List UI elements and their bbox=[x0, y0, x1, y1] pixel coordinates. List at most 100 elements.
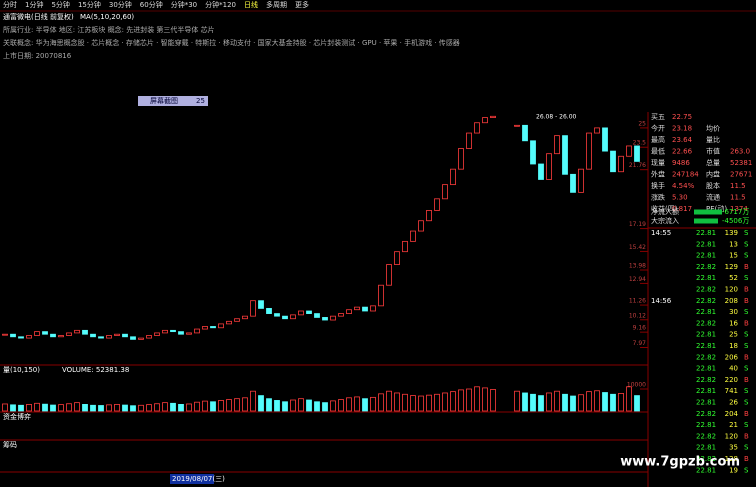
toolbar-tab[interactable]: 更多 bbox=[295, 0, 309, 9]
volume-bar bbox=[170, 402, 176, 412]
volume-bar bbox=[90, 404, 96, 412]
trade-side: S bbox=[744, 331, 749, 339]
quote-cell: 股本 bbox=[706, 181, 720, 190]
trade-side: S bbox=[744, 444, 749, 452]
info-row: 所属行业: 半导体 地区: 江苏板块 概念: 先进封装 第三代半导体 芯片 bbox=[3, 25, 215, 34]
flow-bar bbox=[694, 209, 722, 215]
candle bbox=[538, 163, 544, 180]
watermark: www.7gpzb.com bbox=[620, 455, 740, 470]
volume-bar bbox=[346, 397, 352, 412]
volume-bar bbox=[538, 395, 544, 412]
toolbar-tab[interactable]: 分钟*30 bbox=[171, 0, 197, 9]
candle bbox=[322, 317, 328, 321]
volume-bar bbox=[418, 395, 424, 412]
quote-cell: 均价 bbox=[706, 124, 720, 133]
toolbar-tab[interactable]: 15分钟 bbox=[78, 0, 101, 9]
candle bbox=[450, 168, 456, 186]
trade-vol: 18 bbox=[729, 342, 738, 350]
trade-price: 22.81 bbox=[696, 308, 716, 316]
trade-side: S bbox=[744, 421, 749, 429]
quote-cell: 5.30 bbox=[672, 194, 688, 202]
quote-cell: 市值 bbox=[706, 147, 720, 156]
quote-cell: 4.54% bbox=[672, 182, 695, 190]
trade-vol: 30 bbox=[729, 308, 738, 316]
candle bbox=[474, 122, 480, 134]
quote-cell: 现量 bbox=[651, 159, 665, 167]
trade-vol: 13 bbox=[729, 240, 738, 248]
candle bbox=[562, 135, 568, 175]
toolbar-tab[interactable]: 30分钟 bbox=[109, 0, 132, 9]
toolbar-tab[interactable]: 分时 bbox=[3, 0, 17, 9]
candle bbox=[106, 335, 112, 339]
trade-side: S bbox=[744, 274, 749, 282]
trade-price: 22.82 bbox=[696, 263, 716, 271]
toolbar-tab[interactable]: 5分钟 bbox=[51, 0, 69, 9]
candle bbox=[442, 184, 448, 200]
y-tick-label: 15.42 bbox=[629, 244, 646, 251]
panel-title: 资金博弈 bbox=[3, 412, 31, 421]
candle bbox=[130, 336, 136, 340]
trade-side: S bbox=[744, 399, 749, 407]
volume-bar bbox=[402, 393, 408, 412]
trade-price: 22.81 bbox=[696, 466, 716, 474]
volume-bar bbox=[338, 399, 344, 412]
candle bbox=[514, 124, 520, 127]
candle bbox=[178, 331, 184, 335]
candle bbox=[58, 335, 64, 338]
quote-cell: 1374 bbox=[730, 205, 748, 213]
candle bbox=[618, 155, 624, 173]
quote-cell: 23.64 bbox=[672, 136, 693, 144]
quote-cell: 外盘 bbox=[651, 170, 665, 179]
trade-vol: 40 bbox=[729, 365, 738, 373]
trade-price: 22.82 bbox=[696, 376, 716, 384]
trade-vol: 16 bbox=[729, 319, 738, 327]
candle bbox=[90, 333, 96, 338]
volume-bar bbox=[426, 394, 432, 412]
candle bbox=[482, 117, 488, 124]
candle bbox=[98, 336, 104, 339]
volume-bar bbox=[562, 393, 568, 412]
trade-vol: 19 bbox=[729, 466, 738, 474]
toolbar-tab[interactable]: 60分钟 bbox=[140, 0, 163, 9]
candle bbox=[162, 329, 168, 334]
trade-vol: 204 bbox=[725, 410, 739, 418]
trade-side: B bbox=[744, 297, 749, 305]
volume-bar bbox=[298, 398, 304, 412]
volume-bar bbox=[434, 393, 440, 412]
quote-cell: 总量 bbox=[706, 158, 720, 167]
volume-bar bbox=[450, 391, 456, 412]
volume-bar bbox=[106, 404, 112, 412]
volume-bar bbox=[362, 398, 368, 412]
trade-side: S bbox=[744, 466, 749, 474]
quote-cell: 23.18 bbox=[672, 125, 692, 133]
toolbar-tab[interactable]: 1分钟 bbox=[25, 0, 43, 9]
y-tick-label: 17.19 bbox=[629, 221, 646, 228]
candle bbox=[346, 309, 352, 314]
quote-cell: 涨跌 bbox=[651, 193, 665, 202]
volume-bar bbox=[130, 405, 136, 412]
candle bbox=[586, 132, 592, 170]
volume-bar bbox=[74, 402, 80, 412]
y-tick-label: 13.98 bbox=[629, 262, 646, 269]
volume-bar bbox=[386, 390, 392, 412]
candle bbox=[434, 198, 440, 211]
toolbar-tab[interactable]: 日线 bbox=[244, 0, 258, 9]
trade-side: B bbox=[744, 376, 749, 384]
candle bbox=[282, 315, 288, 320]
volume-bar bbox=[610, 393, 616, 412]
volume-bar bbox=[594, 390, 600, 412]
toolbar-tab[interactable]: 多周期 bbox=[266, 0, 287, 9]
screenshot-tag: 屏幕截图 bbox=[150, 96, 178, 105]
y-tick-label: 12.94 bbox=[629, 276, 646, 283]
candle bbox=[26, 335, 32, 339]
trade-side: S bbox=[744, 387, 749, 395]
toolbar-tab[interactable]: 分钟*120 bbox=[205, 0, 236, 9]
candle bbox=[570, 173, 576, 193]
trade-vol: 52 bbox=[729, 274, 738, 282]
quote-cell: 11.5 bbox=[730, 182, 746, 190]
trade-vol: 208 bbox=[725, 297, 738, 305]
candle bbox=[242, 315, 248, 320]
candle bbox=[202, 326, 208, 330]
trade-vol: 129 bbox=[725, 263, 738, 271]
quote-cell: 22.75 bbox=[672, 113, 692, 121]
